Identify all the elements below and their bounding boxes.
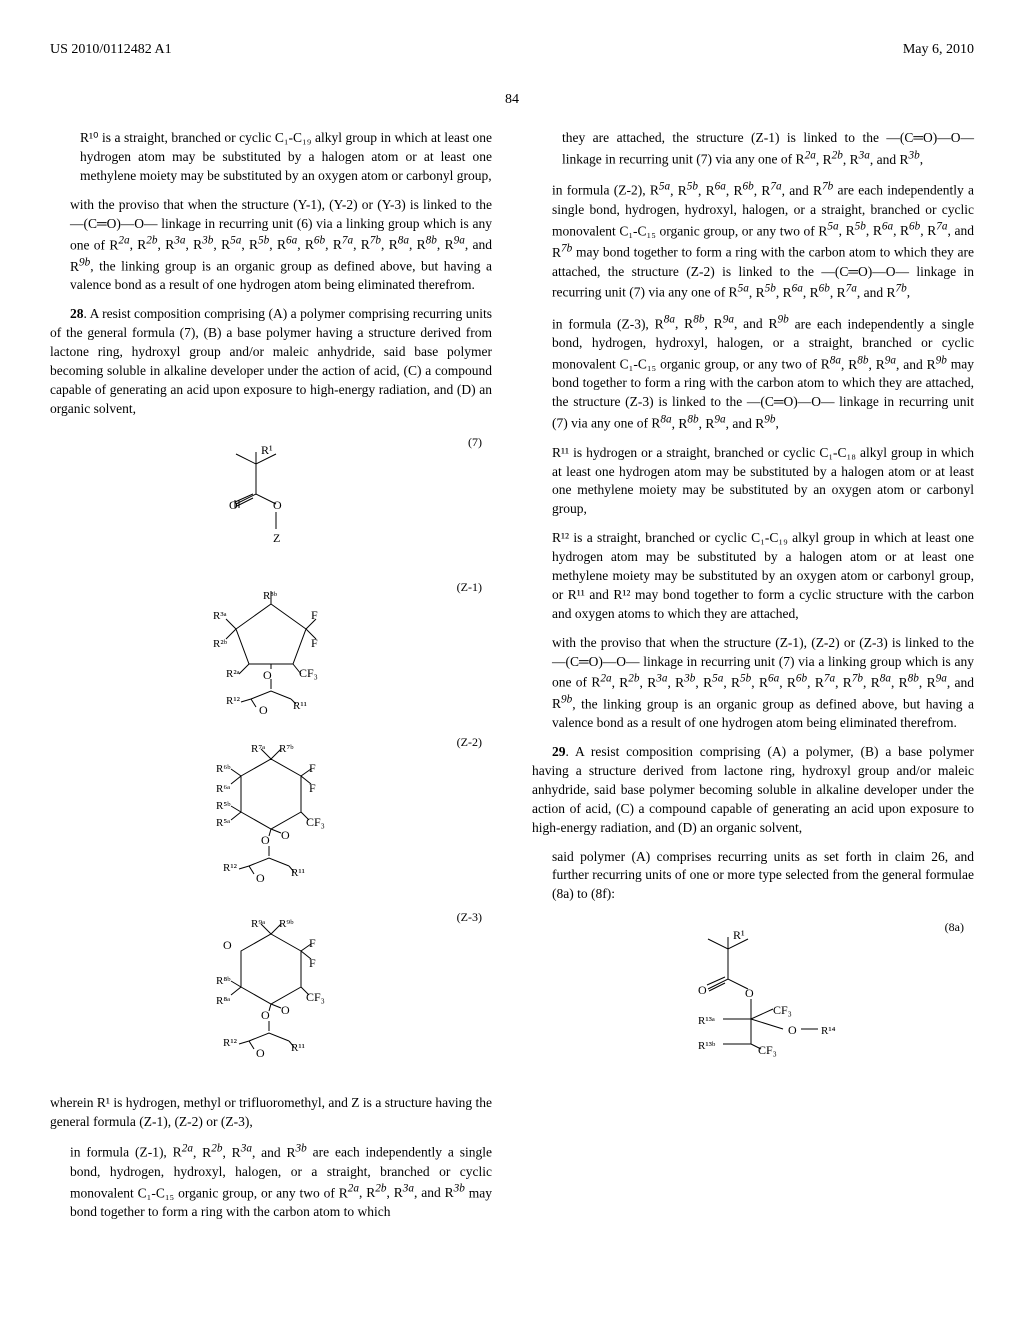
claim-28: 28. A resist composition comprising (A) …: [50, 305, 492, 418]
r-sup-5a7b: 5a, R5b, R6a, R6b, R7a, and R7b: [659, 183, 833, 198]
formula-z2-label: (Z-2): [457, 734, 482, 751]
z1-continuation: they are attached, the structure (Z-1) i…: [532, 129, 974, 169]
formula-7: (7) R¹ O O Z: [50, 434, 492, 564]
svg-text:R⁵ᵃ: R⁵ᵃ: [216, 817, 230, 829]
svg-text:R⁵ᵇ: R⁵ᵇ: [216, 800, 231, 812]
left-column: R¹⁰ is a straight, branched or cyclic C₁…: [50, 129, 492, 1232]
claim-29-sub: said polymer (A) comprises recurring uni…: [532, 848, 974, 905]
svg-text:R¹¹: R¹¹: [291, 1042, 305, 1054]
svg-text:CF₃: CF₃: [306, 815, 325, 829]
svg-text:R³ᵇ: R³ᵇ: [263, 590, 278, 602]
svg-text:O: O: [256, 871, 265, 885]
proviso-z: with the proviso that when the structure…: [532, 634, 974, 733]
svg-text:O: O: [223, 938, 232, 952]
svg-text:R¹⁴: R¹⁴: [821, 1025, 836, 1037]
z2-definition: in formula (Z-2), R5a, R5b, R6a, R6b, R7…: [532, 179, 974, 302]
svg-text:CF₃: CF₃: [773, 1003, 792, 1017]
svg-text:O: O: [273, 498, 282, 512]
svg-text:R¹³ᵇ: R¹³ᵇ: [698, 1040, 716, 1052]
claim-29: 29. A resist composition comprising (A) …: [532, 743, 974, 837]
svg-text:R¹¹: R¹¹: [293, 700, 307, 712]
svg-text:O: O: [229, 498, 238, 512]
svg-text:R⁷ᵇ: R⁷ᵇ: [279, 743, 294, 755]
formula-8a-structure: R¹ O O R¹³ᵃ CF₃ O R¹⁴: [643, 919, 863, 1069]
z3-definition: in formula (Z-3), R8a, R8b, R9a, and R9b…: [532, 313, 974, 434]
page-number: 84: [50, 90, 974, 110]
r-sup-5a7b-3: 5a, R5b, R6a, R6b, R7a, and R7b: [738, 285, 907, 300]
svg-text:R⁸ᵃ: R⁸ᵃ: [216, 995, 230, 1007]
formula-z2-structure: R⁷ᵃ R⁷ᵇ F F R⁶ᵇ R⁶ᵃ R⁵ᵇ R⁵ᵃ CF₃: [161, 734, 381, 894]
r11-definition: R¹¹ is hydrogen or a straight, branched …: [532, 444, 974, 520]
formula-z3: (Z-3) R⁹ᵃ R⁹ᵇ F F O R⁸ᵇ R⁸ᵃ: [50, 909, 492, 1079]
svg-text:Z: Z: [273, 531, 280, 545]
svg-text:R²ᵇ: R²ᵇ: [213, 638, 228, 650]
svg-text:R¹¹: R¹¹: [291, 867, 305, 879]
publication-number: US 2010/0112482 A1: [50, 40, 172, 60]
svg-text:R⁹ᵃ: R⁹ᵃ: [251, 918, 265, 930]
svg-text:R⁹ᵇ: R⁹ᵇ: [279, 918, 294, 930]
formula-z1-label: (Z-1): [457, 579, 482, 596]
svg-text:O: O: [281, 828, 290, 842]
svg-text:R⁸ᵇ: R⁸ᵇ: [216, 975, 231, 987]
r-sup-2a3b: 2a, R2b, R3a, and R3b: [182, 1145, 307, 1160]
svg-text:O: O: [281, 1003, 290, 1017]
svg-text:R¹²: R¹²: [226, 695, 241, 707]
right-column: they are attached, the structure (Z-1) i…: [532, 129, 974, 1232]
svg-text:R⁷ᵃ: R⁷ᵃ: [251, 743, 265, 755]
formula-z3-structure: R⁹ᵃ R⁹ᵇ F F O R⁸ᵇ R⁸ᵃ CF₃ O: [161, 909, 381, 1079]
formula-z2: (Z-2) R⁷ᵃ R⁷ᵇ F F R⁶ᵇ R⁶ᵃ R⁵ᵇ: [50, 734, 492, 894]
r10-definition: R¹⁰ is a straight, branched or cyclic C₁…: [50, 129, 492, 186]
formula-7-structure: R¹ O O Z: [201, 434, 341, 564]
svg-text:CF₃: CF₃: [299, 666, 318, 680]
svg-text:O: O: [698, 983, 707, 997]
svg-text:F: F: [309, 761, 316, 775]
svg-text:O: O: [745, 986, 754, 1000]
z1-definition: in formula (Z-1), R2a, R2b, R3a, and R3b…: [50, 1141, 492, 1222]
formula-8a-label: (8a): [945, 919, 964, 936]
svg-text:R³ᵃ: R³ᵃ: [213, 610, 227, 622]
svg-text:O: O: [259, 703, 268, 717]
wherein-text: wherein R¹ is hydrogen, methyl or triflu…: [50, 1094, 492, 1132]
svg-text:R¹²: R¹²: [223, 862, 238, 874]
formula-z1-structure: R³ᵇ F F R³ᵃ R²ᵇ R²ᵃ O CF₃: [171, 579, 371, 719]
r-sup-2a3b-2: 2a, R2b, R3a, and R3b: [348, 1185, 465, 1200]
svg-text:O: O: [256, 1046, 265, 1060]
r-sup-2a3b-3: 2a, R2b, R3a, and R3b: [805, 152, 920, 167]
svg-text:R⁶ᵃ: R⁶ᵃ: [216, 783, 230, 795]
two-column-layout: R¹⁰ is a straight, branched or cyclic C₁…: [50, 129, 974, 1232]
formula-z3-label: (Z-3): [457, 909, 482, 926]
svg-text:R⁶ᵇ: R⁶ᵇ: [216, 763, 231, 775]
svg-text:F: F: [309, 936, 316, 950]
r-sup-8a9b: 8a, R8b, R9a, and R9b: [664, 316, 789, 331]
r12-definition: R¹² is a straight, branched or cyclic C₁…: [532, 529, 974, 623]
svg-text:CF₃: CF₃: [306, 990, 325, 1004]
r-sup-8a9b-3: 8a, R8b, R9a, and R9b: [660, 416, 775, 431]
page-header: US 2010/0112482 A1 May 6, 2010: [50, 40, 974, 60]
formula-z1: (Z-1) R³ᵇ F F R³ᵃ R²ᵇ R²ᵃ O: [50, 579, 492, 719]
svg-text:CF₃: CF₃: [758, 1043, 777, 1057]
publication-date: May 6, 2010: [903, 40, 974, 60]
svg-text:R¹³ᵃ: R¹³ᵃ: [698, 1015, 715, 1027]
svg-text:O: O: [788, 1023, 797, 1037]
svg-text:R¹: R¹: [261, 443, 273, 457]
formula-8a: (8a) R¹ O O R¹³ᵃ CF₃: [532, 919, 974, 1069]
r-sup-8a9b-2: 8a, R8b, R9a, and R9b: [830, 357, 947, 372]
svg-text:O: O: [261, 1008, 270, 1022]
proviso-y: with the proviso that when the structure…: [50, 196, 492, 295]
svg-text:O: O: [261, 833, 270, 847]
formula-7-label: (7): [468, 434, 482, 451]
svg-text:R¹: R¹: [733, 928, 745, 942]
svg-text:R²ᵃ: R²ᵃ: [226, 668, 240, 680]
svg-text:R¹²: R¹²: [223, 1037, 238, 1049]
